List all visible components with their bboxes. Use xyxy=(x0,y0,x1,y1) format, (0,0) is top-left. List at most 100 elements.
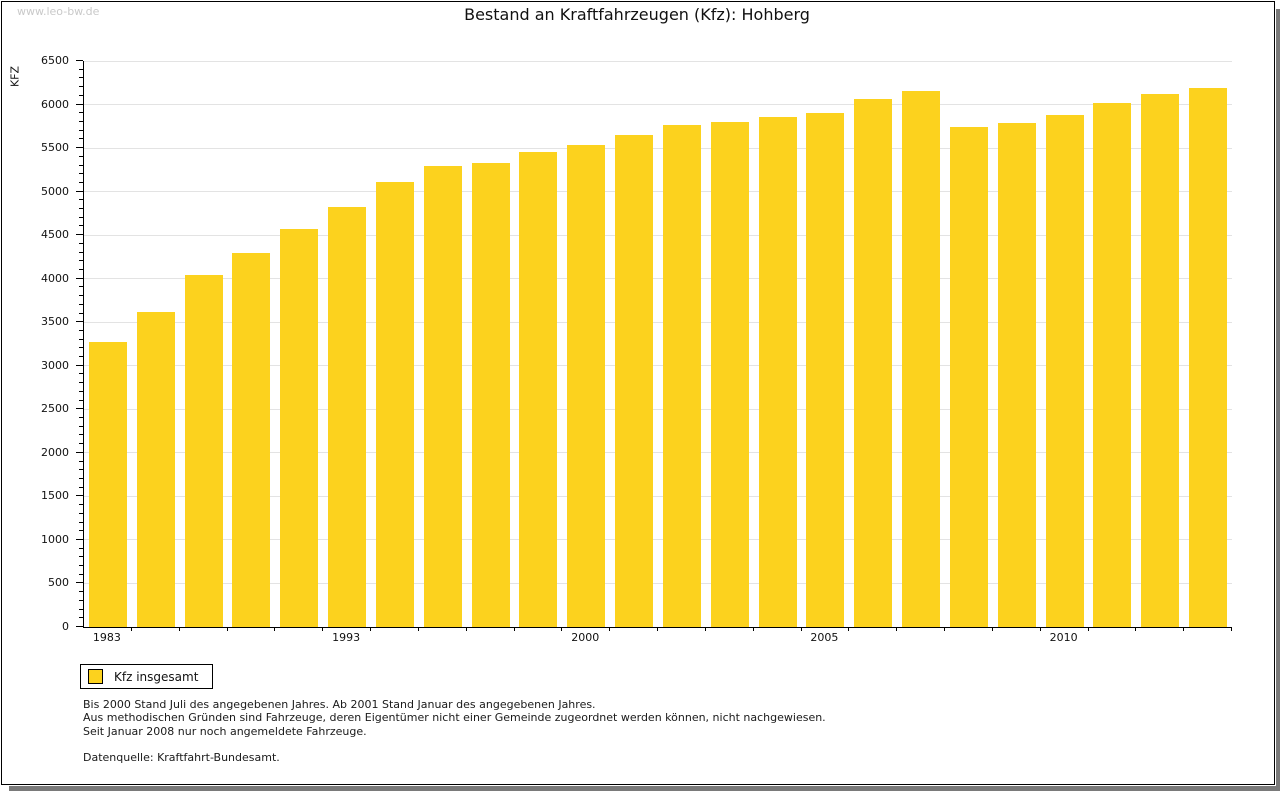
y-minor-tick xyxy=(79,338,83,340)
x-tick xyxy=(896,627,898,631)
y-minor-tick xyxy=(79,164,83,166)
x-tick xyxy=(226,627,228,631)
y-minor-tick xyxy=(79,112,83,114)
y-minor-tick xyxy=(79,573,83,575)
y-minor-tick xyxy=(79,434,83,436)
y-tick xyxy=(76,408,83,410)
y-tick-label: 3500 xyxy=(41,315,69,329)
y-minor-tick xyxy=(79,199,83,201)
bar-2011 xyxy=(1093,102,1132,627)
x-tick-label: 2000 xyxy=(571,631,600,644)
y-tick xyxy=(76,321,83,323)
y-tick-label: 1500 xyxy=(41,489,69,503)
y-minor-tick xyxy=(79,530,83,532)
x-tick-label: 1993 xyxy=(332,631,361,644)
y-tick-label: 2000 xyxy=(41,445,69,459)
bar-2009 xyxy=(997,122,1036,627)
gridline xyxy=(84,365,1232,367)
x-tick xyxy=(1135,627,1137,631)
y-tick-label: 1000 xyxy=(41,532,69,546)
x-tick xyxy=(465,627,467,631)
y-minor-tick xyxy=(79,486,83,488)
x-tick xyxy=(704,627,706,631)
gridline xyxy=(84,234,1232,236)
y-tick-label: 500 xyxy=(48,576,69,590)
y-tick-label: 4500 xyxy=(41,228,69,242)
x-tick-label: 2010 xyxy=(1049,631,1078,644)
y-tick-label: 2500 xyxy=(41,402,69,416)
x-tick xyxy=(848,627,850,631)
y-tick xyxy=(76,277,83,279)
y-minor-tick xyxy=(79,512,83,514)
x-tick xyxy=(417,627,419,631)
y-minor-tick xyxy=(79,173,83,175)
y-minor-tick xyxy=(79,208,83,210)
y-minor-tick xyxy=(79,295,83,297)
y-tick-label: 6000 xyxy=(41,97,69,111)
y-tick xyxy=(76,538,83,540)
y-minor-tick xyxy=(79,460,83,462)
gridline xyxy=(84,191,1232,193)
x-tick xyxy=(657,627,658,631)
x-tick-label: 2005 xyxy=(810,631,839,644)
x-tick xyxy=(1231,627,1232,631)
gridline xyxy=(84,60,1232,62)
footnotes: Bis 2000 Stand Juli des angegebenen Jahr… xyxy=(83,698,826,738)
bar-1993 xyxy=(328,207,367,627)
bar-1985 xyxy=(136,311,175,627)
y-tick-label: 3000 xyxy=(41,358,69,372)
bar-1987 xyxy=(184,275,223,627)
legend: Kfz insgesamt xyxy=(80,664,214,689)
bar-2006 xyxy=(854,99,893,627)
y-minor-tick xyxy=(79,390,83,392)
gridline xyxy=(84,452,1232,454)
y-minor-tick xyxy=(79,260,83,262)
y-minor-tick xyxy=(79,556,83,558)
y-tick-label: 4000 xyxy=(41,271,69,285)
y-minor-tick xyxy=(79,329,83,331)
y-minor-tick xyxy=(79,443,83,445)
gridline xyxy=(84,147,1232,149)
y-minor-tick xyxy=(79,138,83,140)
y-minor-tick xyxy=(79,303,83,305)
y-minor-tick xyxy=(79,608,83,610)
x-tick xyxy=(752,627,754,631)
bar-2002 xyxy=(662,124,701,627)
gridline xyxy=(84,321,1232,323)
gridline xyxy=(84,582,1232,584)
x-tick xyxy=(944,627,945,631)
chart-title: Bestand an Kraftfahrzeugen (Kfz): Hohber… xyxy=(464,5,810,24)
x-tick xyxy=(800,627,802,631)
x-tick xyxy=(513,627,515,631)
y-tick-label: 5500 xyxy=(41,141,69,155)
bar-1983 xyxy=(88,342,127,627)
y-minor-tick xyxy=(79,469,83,471)
watermark: www.leo-bw.de xyxy=(17,5,100,18)
bar-2004 xyxy=(758,116,797,627)
y-minor-tick xyxy=(79,547,83,549)
y-tick-label: 6500 xyxy=(41,54,69,67)
bar-1997 xyxy=(423,166,462,627)
legend-label: Kfz insgesamt xyxy=(114,669,199,684)
x-tick xyxy=(991,627,993,631)
y-minor-tick xyxy=(79,181,83,183)
bar-1999 xyxy=(519,151,558,627)
bar-2013 xyxy=(1189,88,1228,627)
page-shadow-bottom xyxy=(9,786,1276,791)
y-tick xyxy=(76,103,83,105)
y-tick xyxy=(76,364,83,366)
y-minor-tick xyxy=(79,417,83,419)
y-minor-tick xyxy=(79,565,83,567)
y-tick xyxy=(76,147,83,149)
y-minor-tick xyxy=(79,425,83,427)
y-minor-tick xyxy=(79,399,83,401)
y-tick-label: 0 xyxy=(62,620,69,633)
x-tick xyxy=(561,627,563,631)
y-tick xyxy=(76,626,83,627)
y-tick xyxy=(76,495,83,497)
x-tick xyxy=(130,627,132,631)
gridline xyxy=(84,539,1232,541)
y-tick xyxy=(76,451,83,453)
gridline xyxy=(84,278,1232,280)
